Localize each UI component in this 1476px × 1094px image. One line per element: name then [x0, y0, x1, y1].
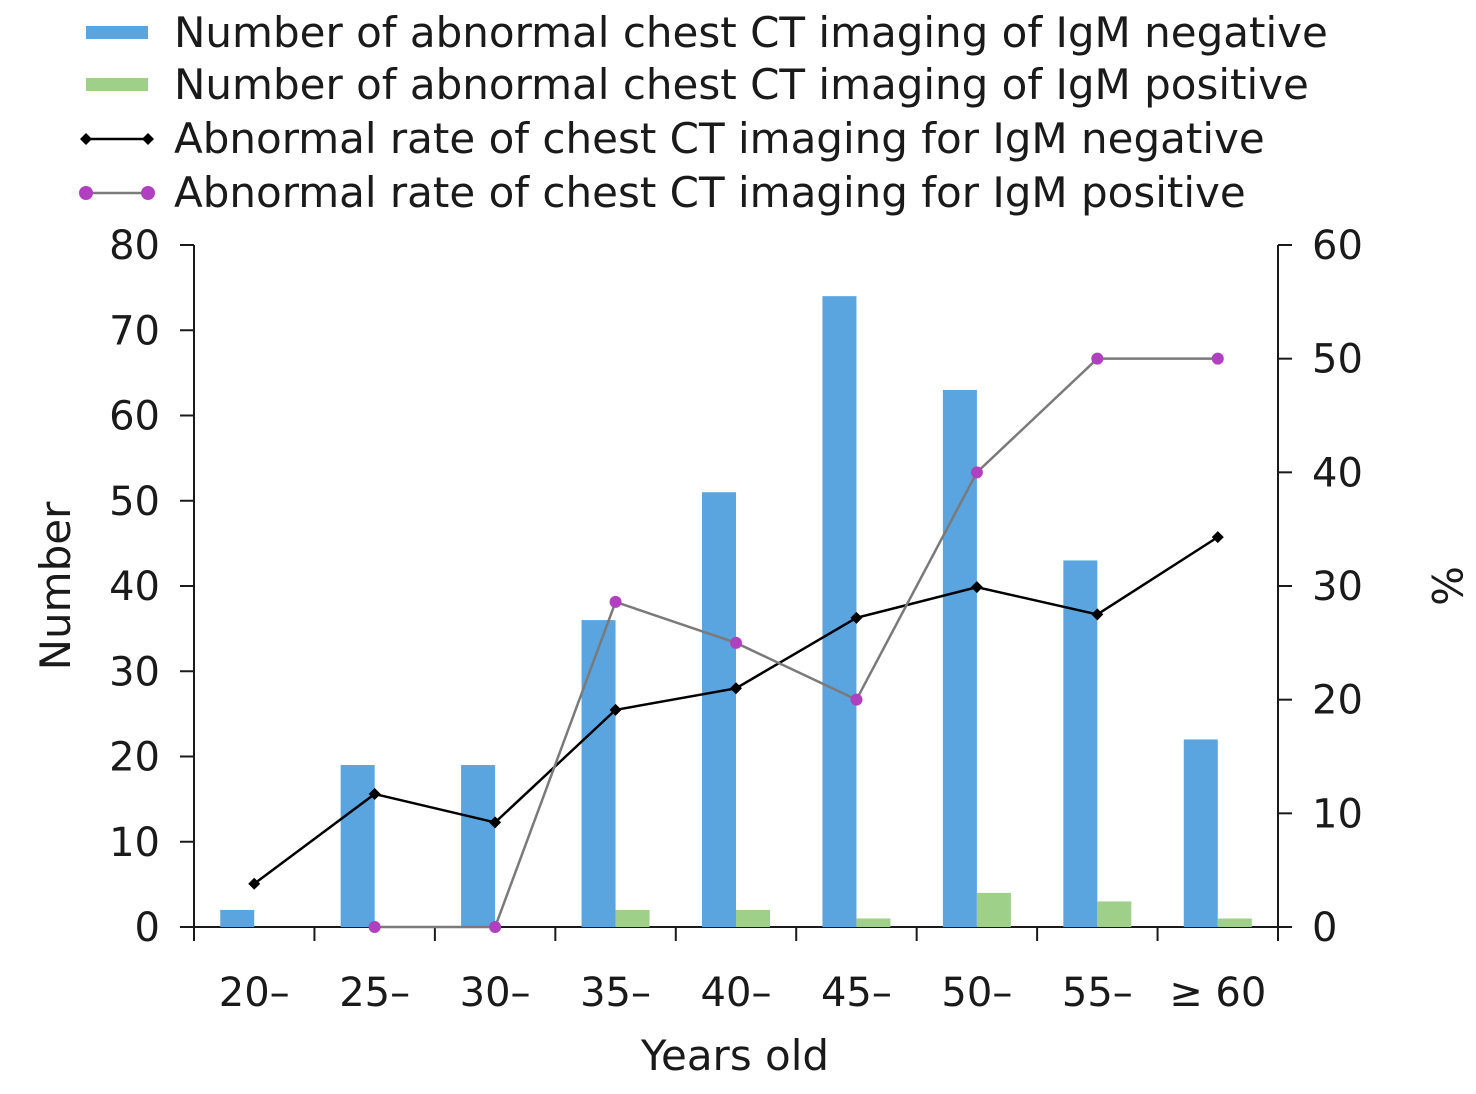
point-rate-igm-positive: [489, 921, 502, 933]
x-tick-label: 40–: [701, 970, 772, 1016]
left-tick-label: 0: [135, 905, 160, 951]
bar-igm-negative: [822, 296, 857, 927]
x-tick-label: 30–: [460, 970, 531, 1016]
x-tick-label: 35–: [580, 970, 651, 1016]
left-tick-label: 20: [109, 735, 160, 781]
legend-marker: [80, 133, 92, 145]
left-tick-label: 60: [109, 394, 160, 440]
legend-swatch: [86, 78, 148, 91]
legend-marker: [79, 186, 93, 200]
bar-igm-negative: [220, 909, 255, 927]
legend-entry: Number of abnormal chest CT imaging of I…: [174, 8, 1328, 57]
point-rate-igm-positive: [1091, 352, 1104, 365]
x-axis-title: Years old: [640, 1031, 829, 1080]
legend-marker: [141, 186, 155, 200]
bar-igm-positive: [856, 918, 891, 927]
bar-igm-positive: [736, 909, 770, 927]
right-tick-label: 50: [1312, 337, 1363, 383]
right-tick-label: 40: [1312, 450, 1363, 496]
point-rate-igm-negative: [850, 611, 863, 624]
left-tick-label: 30: [109, 649, 160, 695]
left-tick-label: 40: [109, 564, 160, 610]
bar-igm-negative: [581, 620, 616, 927]
bars: [220, 296, 1252, 927]
bar-igm-positive: [976, 892, 1011, 927]
right-tick-label: 0: [1312, 905, 1337, 951]
right-tick-label: 30: [1312, 564, 1363, 610]
bar-igm-negative: [461, 765, 496, 927]
x-tick-label: ≥ 60: [1169, 970, 1266, 1016]
x-tick-label: 25–: [339, 970, 410, 1016]
point-rate-igm-negative: [1091, 608, 1104, 621]
left-axis-title: Number: [31, 501, 80, 670]
point-rate-igm-positive: [970, 466, 983, 479]
x-tick-label: 50–: [941, 970, 1012, 1016]
bar-igm-negative: [1183, 739, 1218, 927]
right-tick-label: 20: [1312, 678, 1363, 724]
point-rate-igm-negative: [489, 816, 502, 829]
labels: 0 10 20 30 40 50 60 70 80 0 10 20 30 40 50 60 20– 25– 30– 3…: [31, 223, 1471, 1080]
left-tick-label: 70: [109, 308, 160, 354]
bar-igm-negative: [942, 389, 977, 927]
x-tick-label: 55–: [1062, 970, 1133, 1016]
left-tick-label: 80: [109, 223, 160, 269]
point-rate-igm-negative: [248, 877, 261, 890]
bar-igm-negative: [702, 492, 736, 927]
point-rate-igm-negative: [730, 682, 742, 695]
x-tick-label: 20–: [219, 970, 290, 1016]
point-rate-igm-positive: [609, 595, 622, 608]
point-rate-igm-positive: [850, 693, 863, 706]
left-tick-label: 10: [109, 820, 160, 866]
bar-igm-negative: [1063, 560, 1098, 927]
point-rate-igm-negative: [368, 788, 381, 801]
legend-marker: [142, 133, 154, 145]
bar-igm-negative: [340, 765, 375, 927]
point-rate-igm-positive: [730, 636, 742, 649]
legend-entry: Number of abnormal chest CT imaging of I…: [174, 60, 1309, 109]
right-axis-title: %: [1422, 566, 1471, 606]
lines: [248, 352, 1224, 933]
left-tick-label: 50: [109, 479, 160, 525]
line-rate-igm-positive: [374, 357, 1218, 929]
point-rate-igm-positive: [368, 921, 381, 933]
bar-igm-positive: [1097, 901, 1132, 927]
right-tick-label: 60: [1312, 223, 1363, 269]
x-tick-label: 45–: [821, 970, 892, 1016]
legend: Number of abnormal chest CT imaging of I…: [79, 8, 1328, 217]
point-rate-igm-negative: [1211, 531, 1224, 544]
right-tick-label: 10: [1312, 791, 1363, 837]
legend-entry: Abnormal rate of chest CT imaging for Ig…: [174, 114, 1265, 163]
legend-entry: Abnormal rate of chest CT imaging for Ig…: [174, 168, 1246, 217]
point-rate-igm-negative: [609, 703, 622, 716]
point-rate-igm-positive: [1211, 352, 1224, 365]
point-rate-igm-negative: [970, 581, 983, 594]
bar-igm-positive: [615, 909, 650, 927]
legend-swatch: [86, 26, 148, 39]
bar-igm-positive: [1217, 918, 1252, 927]
